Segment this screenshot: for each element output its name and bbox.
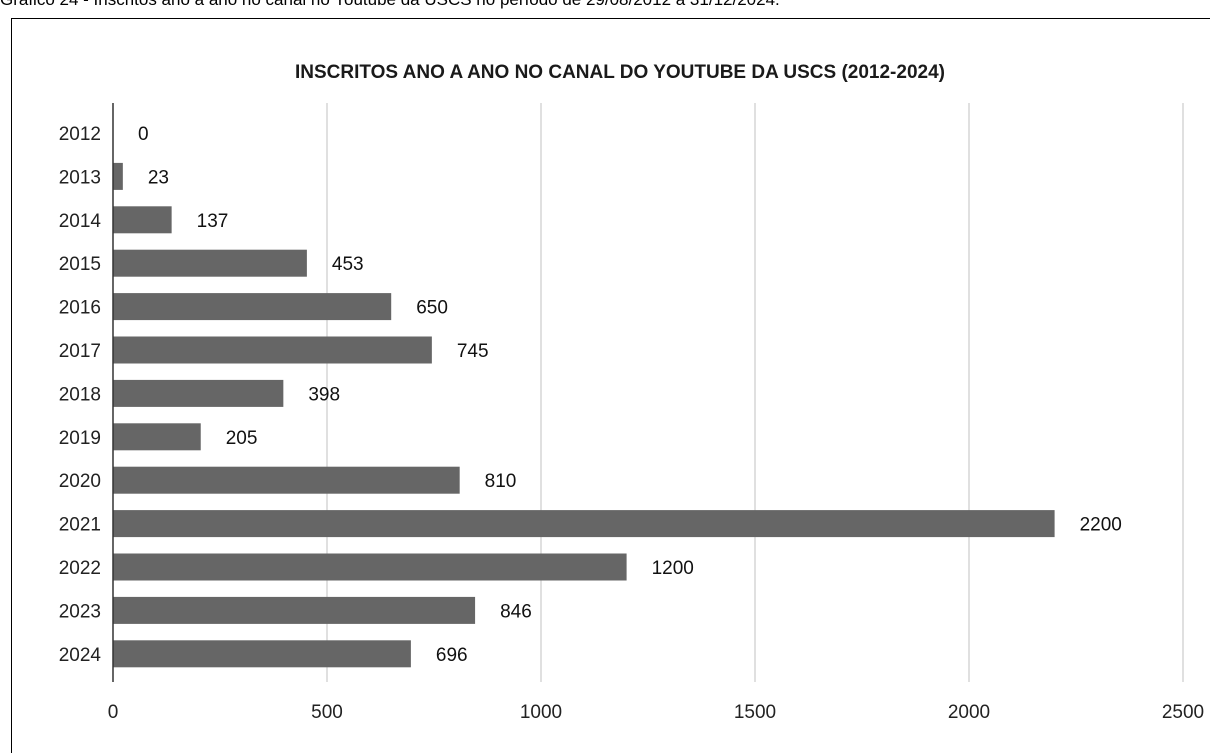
bar xyxy=(113,640,411,668)
category-labels: 2012 2013 2014 2015 2016 2017 2018 2019 2020 2021… xyxy=(59,124,102,666)
data-label: 453 xyxy=(332,254,364,275)
chart-title: INSCRITOS ANO A ANO NO CANAL DO YOUTUBE … xyxy=(295,62,945,83)
bar xyxy=(113,293,392,321)
x-tick-label: 2500 xyxy=(1162,702,1204,723)
bar xyxy=(113,596,476,624)
data-label: 846 xyxy=(500,601,532,622)
category-label: 2021 xyxy=(59,515,101,536)
category-label: 2019 xyxy=(59,428,101,449)
data-label: 398 xyxy=(308,384,340,405)
x-tick-labels: 0 500 1000 1500 2000 2500 xyxy=(108,702,1204,723)
x-tick-label: 0 xyxy=(108,702,119,723)
category-label: 2017 xyxy=(59,341,101,362)
data-label: 810 xyxy=(485,471,517,492)
bar xyxy=(113,510,1055,538)
gridlines xyxy=(326,103,1184,682)
data-label: 745 xyxy=(457,341,489,362)
data-label: 2200 xyxy=(1080,515,1122,536)
chart-frame xyxy=(11,18,1210,753)
bars xyxy=(113,162,1055,668)
data-label: 696 xyxy=(436,645,468,666)
category-label: 2024 xyxy=(59,645,102,666)
bar xyxy=(113,423,201,451)
category-label: 2020 xyxy=(59,471,101,492)
bar xyxy=(113,553,627,581)
x-tick-label: 1000 xyxy=(520,702,562,723)
category-label: 2013 xyxy=(59,167,101,188)
bar xyxy=(113,466,460,494)
data-labels: 0 23 137 453 650 745 398 205 810 2200 1200 846 696 xyxy=(138,124,1122,666)
bar xyxy=(113,336,432,364)
x-tick-label: 2000 xyxy=(948,702,990,723)
data-label: 0 xyxy=(138,124,149,145)
data-label: 205 xyxy=(226,428,258,449)
category-label: 2015 xyxy=(59,254,101,275)
bar xyxy=(113,162,123,190)
data-label: 137 xyxy=(197,211,229,232)
category-label: 2016 xyxy=(59,298,101,319)
x-tick-label: 500 xyxy=(311,702,343,723)
category-label: 2022 xyxy=(59,558,101,579)
data-label: 23 xyxy=(148,167,169,188)
bar xyxy=(113,249,307,277)
x-tick-label: 1500 xyxy=(734,702,776,723)
figure-caption: Gráfico 24 - Inscritos ano a ano no cana… xyxy=(0,0,780,10)
category-label: 2023 xyxy=(59,601,101,622)
category-label: 2012 xyxy=(59,124,101,145)
bar xyxy=(113,379,284,407)
data-label: 1200 xyxy=(652,558,694,579)
bar xyxy=(113,206,172,234)
category-label: 2014 xyxy=(59,211,102,232)
data-label: 650 xyxy=(416,298,448,319)
category-label: 2018 xyxy=(59,384,101,405)
